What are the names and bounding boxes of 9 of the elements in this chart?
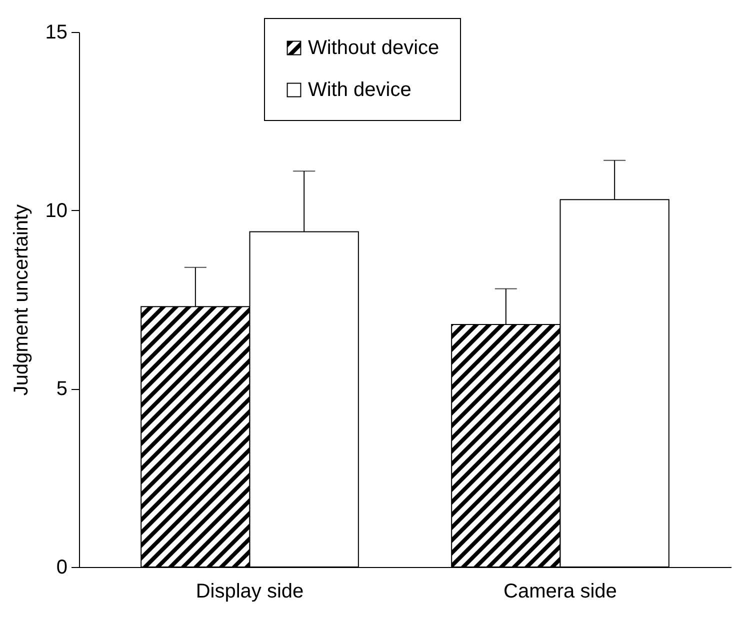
y-tick-label: 5 [56,378,68,400]
x-tick-label: Camera side [504,580,617,602]
legend-label: Without device [308,37,440,59]
legend-label: With device [308,79,412,101]
x-tick-label: Display side [196,580,304,602]
y-axis-title: Judgment uncertainty [10,204,32,396]
y-tick-label: 0 [56,556,68,578]
y-tick-label: 10 [45,200,68,222]
y-tick-label: 15 [45,22,68,44]
